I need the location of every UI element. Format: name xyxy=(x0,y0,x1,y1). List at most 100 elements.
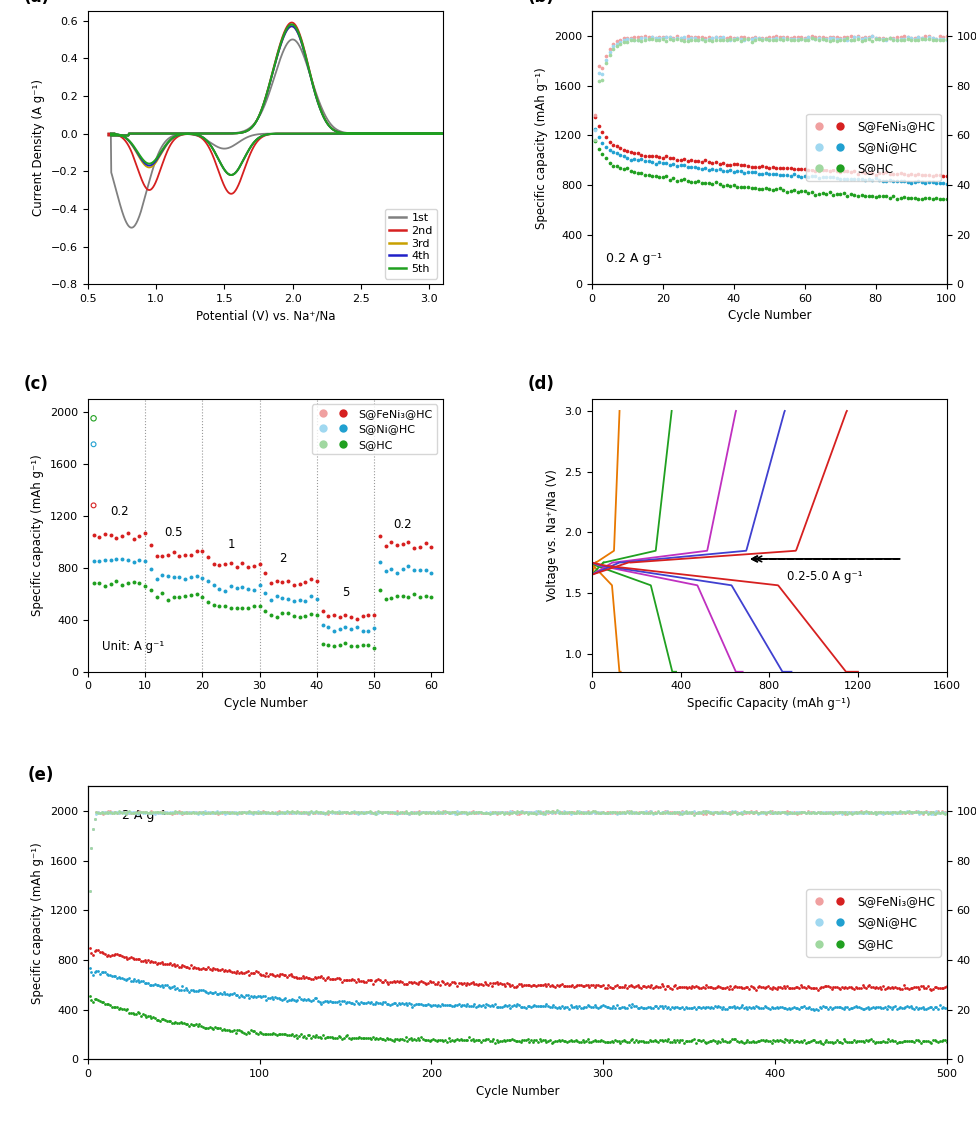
Point xyxy=(439,804,455,822)
Point xyxy=(391,804,407,822)
Point xyxy=(458,976,473,994)
Point xyxy=(744,33,759,50)
Point xyxy=(625,995,640,1013)
Point xyxy=(932,804,948,822)
Point xyxy=(258,584,273,602)
Point xyxy=(907,29,922,47)
Point xyxy=(465,802,480,819)
Point xyxy=(566,804,582,822)
Point xyxy=(753,979,769,997)
Point xyxy=(804,161,820,179)
Point xyxy=(139,804,154,822)
Point xyxy=(613,999,629,1017)
Point xyxy=(552,804,568,822)
Point xyxy=(815,998,831,1016)
Point xyxy=(191,803,207,821)
Point xyxy=(620,803,635,821)
Point xyxy=(398,994,414,1012)
Point xyxy=(85,993,101,1011)
Point xyxy=(849,804,865,822)
Point xyxy=(797,31,813,49)
Point xyxy=(96,805,111,823)
Point xyxy=(270,990,286,1008)
Point xyxy=(794,998,810,1016)
Point xyxy=(790,30,805,48)
Point xyxy=(722,804,738,822)
Point xyxy=(616,148,631,166)
Point xyxy=(652,1031,668,1049)
Point xyxy=(872,804,887,822)
Point xyxy=(220,804,235,822)
Point xyxy=(699,1034,714,1051)
Point xyxy=(709,28,724,46)
Point xyxy=(835,979,851,997)
Point xyxy=(781,804,796,822)
Point xyxy=(709,28,724,46)
Point xyxy=(530,975,546,993)
Point xyxy=(921,174,937,192)
Point xyxy=(885,173,901,191)
Point xyxy=(94,804,109,822)
Point xyxy=(159,804,175,822)
Point xyxy=(645,979,661,997)
Point xyxy=(188,958,204,976)
Point xyxy=(152,976,168,994)
Point xyxy=(625,804,640,822)
Point xyxy=(82,881,98,899)
Point xyxy=(628,804,643,822)
Point xyxy=(712,175,727,193)
Point xyxy=(694,160,710,178)
Point xyxy=(87,809,102,827)
Point xyxy=(306,803,322,821)
Point xyxy=(648,28,664,46)
Point xyxy=(202,804,218,822)
Point xyxy=(752,1000,767,1018)
Point xyxy=(683,173,699,191)
Point xyxy=(681,1032,697,1050)
Point xyxy=(717,804,733,822)
Point xyxy=(868,29,883,47)
Point xyxy=(419,997,434,1015)
Point xyxy=(676,150,692,168)
Point xyxy=(333,804,348,822)
Point xyxy=(283,1027,299,1045)
Point xyxy=(921,189,937,207)
Point xyxy=(715,29,731,47)
Point xyxy=(513,804,529,822)
Point xyxy=(604,999,620,1017)
Point xyxy=(209,803,224,821)
Point xyxy=(190,804,206,822)
Point xyxy=(256,803,271,821)
Point xyxy=(573,1032,589,1050)
Point xyxy=(889,166,905,184)
Point xyxy=(227,1023,243,1041)
Point xyxy=(383,804,398,822)
Point xyxy=(470,804,486,822)
Point xyxy=(326,622,342,640)
Point xyxy=(180,981,195,999)
Point xyxy=(657,980,672,998)
Point xyxy=(118,971,134,989)
Point xyxy=(448,995,464,1013)
Point xyxy=(211,804,226,822)
Point xyxy=(200,804,216,822)
Point xyxy=(460,804,475,822)
Point xyxy=(487,804,503,822)
Point xyxy=(514,803,530,821)
Point xyxy=(915,189,930,207)
Point xyxy=(807,167,823,185)
Point xyxy=(546,803,561,821)
Point xyxy=(738,998,753,1016)
Point xyxy=(788,1032,803,1050)
Point xyxy=(190,1018,206,1036)
Point xyxy=(392,994,408,1012)
Point xyxy=(818,29,834,47)
Point xyxy=(774,999,790,1017)
Point xyxy=(797,30,813,48)
Point xyxy=(360,972,376,990)
Point xyxy=(413,804,428,822)
Point xyxy=(295,967,310,985)
Point xyxy=(709,804,724,822)
Point xyxy=(145,953,161,971)
Point xyxy=(643,975,659,993)
